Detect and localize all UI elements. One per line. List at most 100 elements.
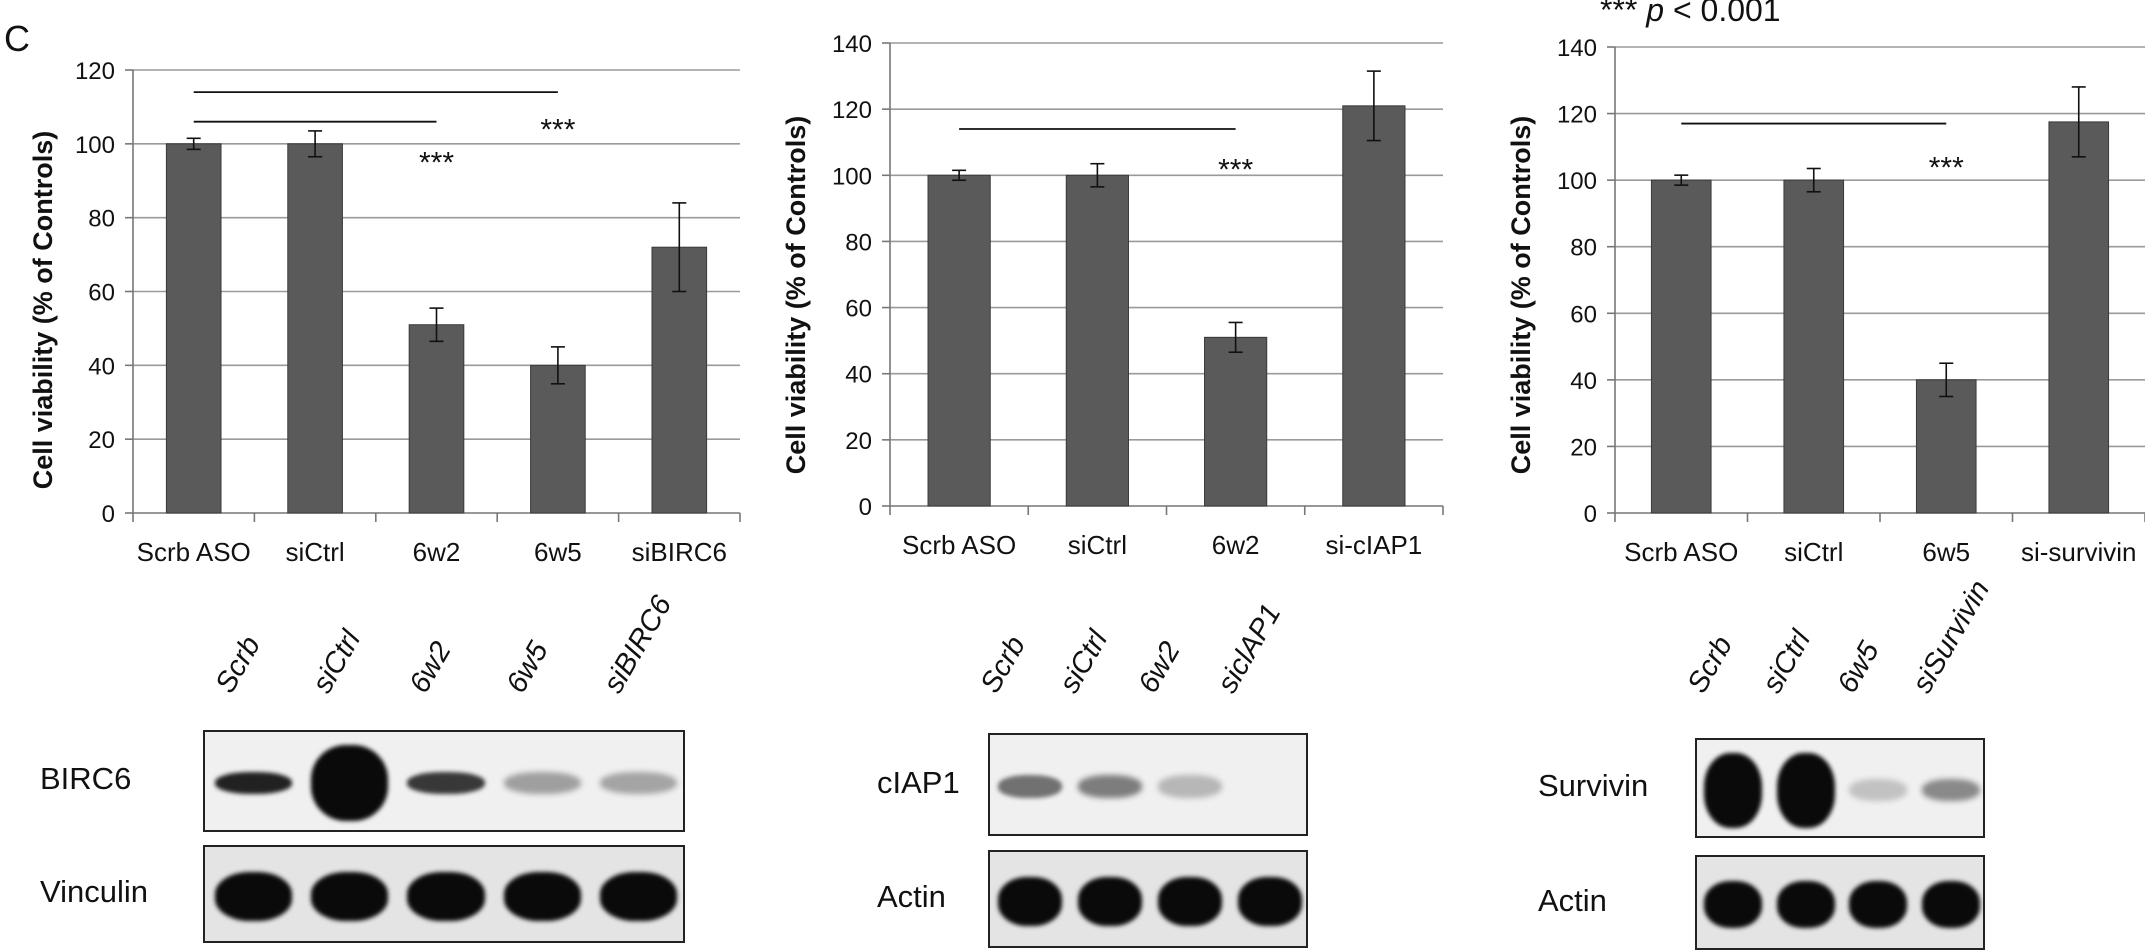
blot-row-label: Survivin xyxy=(1538,768,1649,803)
blot-row-label: Actin xyxy=(1538,882,1607,918)
blot-band xyxy=(407,771,485,795)
blot-band xyxy=(1158,775,1222,798)
y-tick-label: 0 xyxy=(859,494,872,521)
blot-row-label: Vinculin xyxy=(40,874,149,909)
category-label: siCtrl xyxy=(1068,530,1127,560)
bar xyxy=(287,143,343,514)
category-label: Scrb ASO xyxy=(137,537,251,567)
chart-1: 0 20 40 60 80 100 120 Scrb ASO siCtrl 6w2 6w5 siBIR… xyxy=(28,58,741,567)
y-tick-label: 80 xyxy=(845,229,872,256)
y-tick-label: 120 xyxy=(1557,102,1597,129)
bar xyxy=(165,143,222,514)
blot-row-label: Actin xyxy=(877,879,946,914)
blot-band xyxy=(1238,876,1302,926)
blot-band xyxy=(214,871,292,921)
lane-label: Scrb xyxy=(209,630,267,699)
blot-band xyxy=(600,871,678,921)
y-tick-label: 100 xyxy=(832,163,872,190)
lane-label: 6w2 xyxy=(1132,636,1187,699)
lane-label: 6w2 xyxy=(403,636,458,699)
significance-stars: *** xyxy=(1218,153,1253,186)
blot-band xyxy=(600,771,678,795)
bar xyxy=(1650,179,1712,514)
lane-label: siCtrl xyxy=(1053,625,1115,699)
category-label: si-cIAP1 xyxy=(1325,530,1422,560)
y-tick-label: 20 xyxy=(845,428,872,455)
y-tick-label: 20 xyxy=(88,427,115,454)
y-tick-label: 40 xyxy=(845,362,872,389)
category-label: 6w5 xyxy=(1922,537,1970,567)
blot-band xyxy=(1704,880,1763,929)
blot-band xyxy=(998,775,1062,798)
y-tick-label: 100 xyxy=(1557,168,1597,195)
category-label: siBIRC6 xyxy=(632,537,727,567)
y-tick-label: 140 xyxy=(1557,35,1597,62)
blot-band xyxy=(1921,880,1980,929)
blot-band xyxy=(1158,876,1222,926)
chart-2: 0 20 40 60 80 100 120 140 Scrb ASO siCtrl 6w2 si-cI… xyxy=(781,31,1444,560)
blot-band xyxy=(503,771,581,795)
y-tick-label: 60 xyxy=(845,296,872,323)
blot-band xyxy=(1078,876,1142,926)
y-tick-label: 100 xyxy=(75,132,115,159)
lane-label: 6w5 xyxy=(500,636,555,699)
blot-panel xyxy=(1695,738,1985,838)
blot-band xyxy=(1776,752,1835,828)
lane-label: Scrb xyxy=(974,630,1032,699)
significance-note: *** p < 0.001 xyxy=(1600,0,1781,29)
blot-row-label: cIAP1 xyxy=(877,764,960,800)
lane-label: Scrb xyxy=(1681,630,1739,699)
lane-label: siCtrl xyxy=(1756,625,1818,699)
category-label: siCtrl xyxy=(1784,537,1843,567)
blot-band xyxy=(1849,779,1908,801)
y-tick-label: 60 xyxy=(1570,301,1597,328)
blot-band xyxy=(1704,752,1763,828)
blot-band xyxy=(503,871,581,921)
significance-stars: *** xyxy=(1600,0,1638,28)
blot-panel xyxy=(203,845,685,943)
blot-panel xyxy=(988,733,1308,836)
bar xyxy=(927,174,991,507)
lane-label: siCtrl xyxy=(306,625,368,699)
blot-band xyxy=(214,771,292,795)
bar xyxy=(1783,179,1845,514)
category-label: Scrb ASO xyxy=(902,530,1016,560)
category-label: siCtrl xyxy=(285,537,344,567)
blot-panel xyxy=(988,850,1308,948)
y-tick-label: 120 xyxy=(75,58,115,85)
y-tick-label: 0 xyxy=(1584,501,1597,528)
category-label: Scrb ASO xyxy=(1624,537,1738,567)
blot-row-label: BIRC6 xyxy=(40,761,132,796)
y-tick-label: 80 xyxy=(88,206,115,233)
blot-band xyxy=(998,876,1062,926)
bar xyxy=(1204,336,1268,507)
lane-label: siclAP1 xyxy=(1211,598,1288,699)
significance-stars: *** xyxy=(540,113,575,146)
y-axis-label: Cell viability (% of Controls) xyxy=(1506,116,1536,475)
blot-band xyxy=(1776,880,1835,929)
y-tick-label: 40 xyxy=(1570,368,1597,395)
blot-band xyxy=(1078,775,1142,798)
significance-p: p xyxy=(1646,0,1665,28)
blot-panel xyxy=(1695,855,1985,950)
category-label: 6w2 xyxy=(1212,530,1260,560)
bar xyxy=(1342,105,1406,507)
blot-band xyxy=(1849,880,1908,929)
significance-threshold: < 0.001 xyxy=(1664,0,1781,28)
y-axis-label: Cell viability (% of Controls) xyxy=(781,116,811,475)
y-tick-label: 0 xyxy=(102,501,115,528)
y-tick-label: 120 xyxy=(832,97,872,124)
category-label: 6w2 xyxy=(413,537,461,567)
category-label: si-survivin xyxy=(2021,537,2137,567)
blot-panel xyxy=(203,730,685,832)
significance-stars: *** xyxy=(419,147,454,180)
y-tick-label: 80 xyxy=(1570,235,1597,262)
y-tick-label: 140 xyxy=(832,31,872,58)
panel-letter: C xyxy=(4,18,30,59)
bar xyxy=(2048,121,2110,514)
y-axis-label: Cell viability (% of Controls) xyxy=(28,131,58,490)
bar xyxy=(1915,379,1977,514)
significance-stars: *** xyxy=(1929,152,1964,185)
bar xyxy=(408,324,465,514)
blot-band xyxy=(1921,779,1980,801)
